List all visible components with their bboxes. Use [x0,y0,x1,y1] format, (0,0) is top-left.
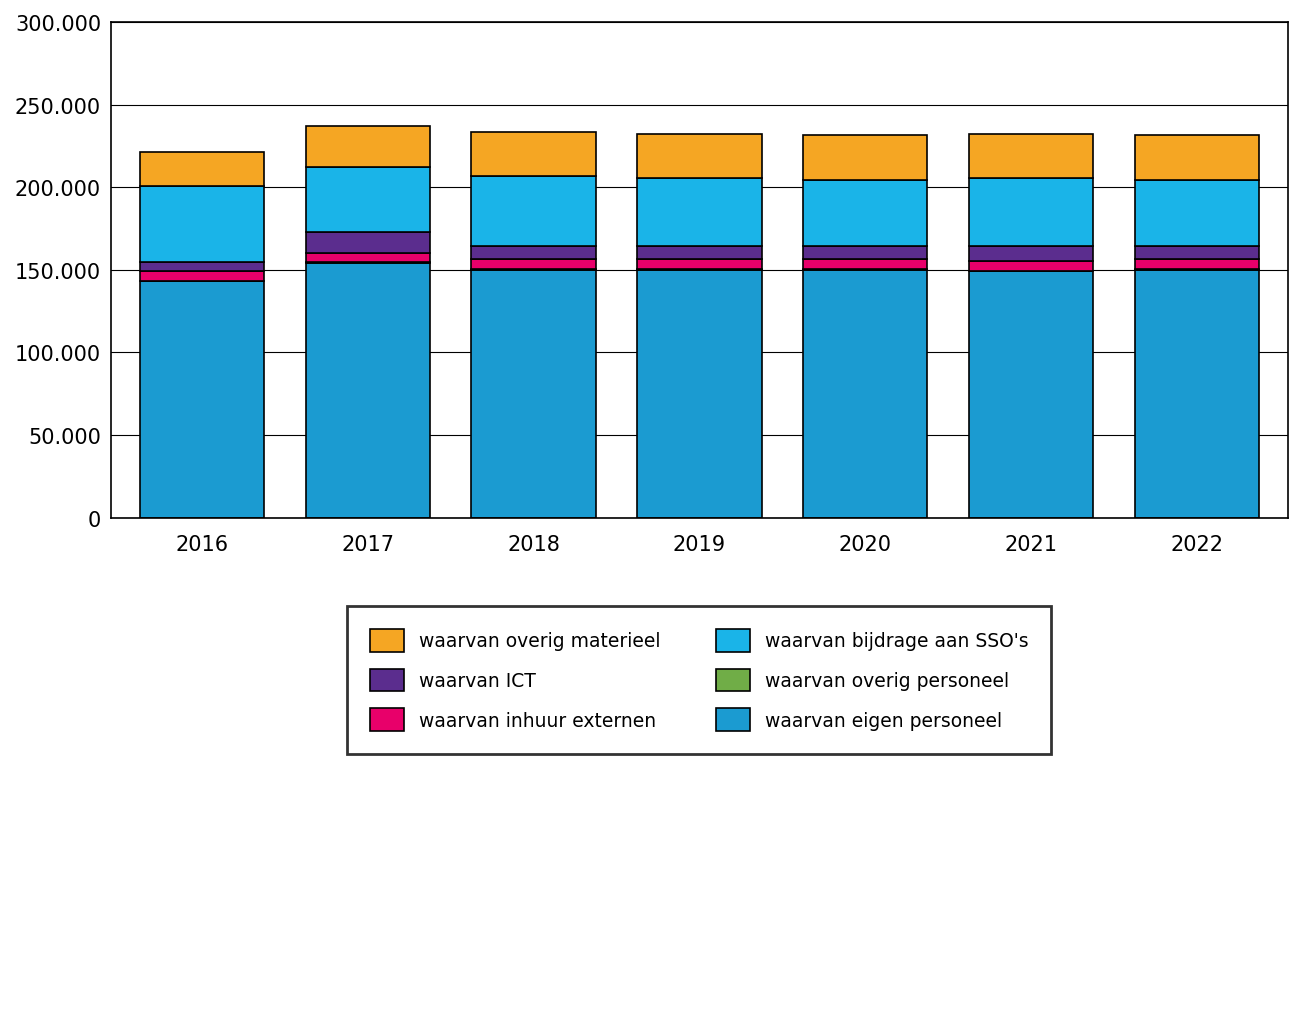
Bar [472,177,595,247]
Bar [472,247,595,260]
Bar [1135,247,1259,260]
Bar [306,264,430,518]
Bar [637,247,761,260]
Bar [1135,270,1259,518]
Bar [969,262,1093,271]
Bar [472,270,595,518]
Bar [139,282,265,518]
Bar [1135,180,1259,247]
Bar [969,135,1093,179]
Bar [139,187,265,263]
Bar [306,168,430,232]
Bar [1135,136,1259,180]
Bar [1135,260,1259,270]
Bar [306,232,430,254]
Bar [139,263,265,271]
Bar [803,136,928,180]
Legend: waarvan overig materieel, waarvan ICT, waarvan inhuur externen, waarvan bijdrage: waarvan overig materieel, waarvan ICT, w… [348,606,1052,754]
Bar [637,179,761,247]
Bar [969,247,1093,262]
Bar [637,260,761,270]
Bar [637,135,761,179]
Bar [306,254,430,263]
Bar [306,127,430,168]
Bar [139,271,265,281]
Bar [969,272,1093,518]
Bar [472,260,595,270]
Bar [637,270,761,518]
Bar [803,247,928,260]
Bar [969,179,1093,247]
Bar [803,270,928,518]
Bar [139,153,265,187]
Bar [472,132,595,177]
Bar [803,180,928,247]
Bar [803,260,928,270]
